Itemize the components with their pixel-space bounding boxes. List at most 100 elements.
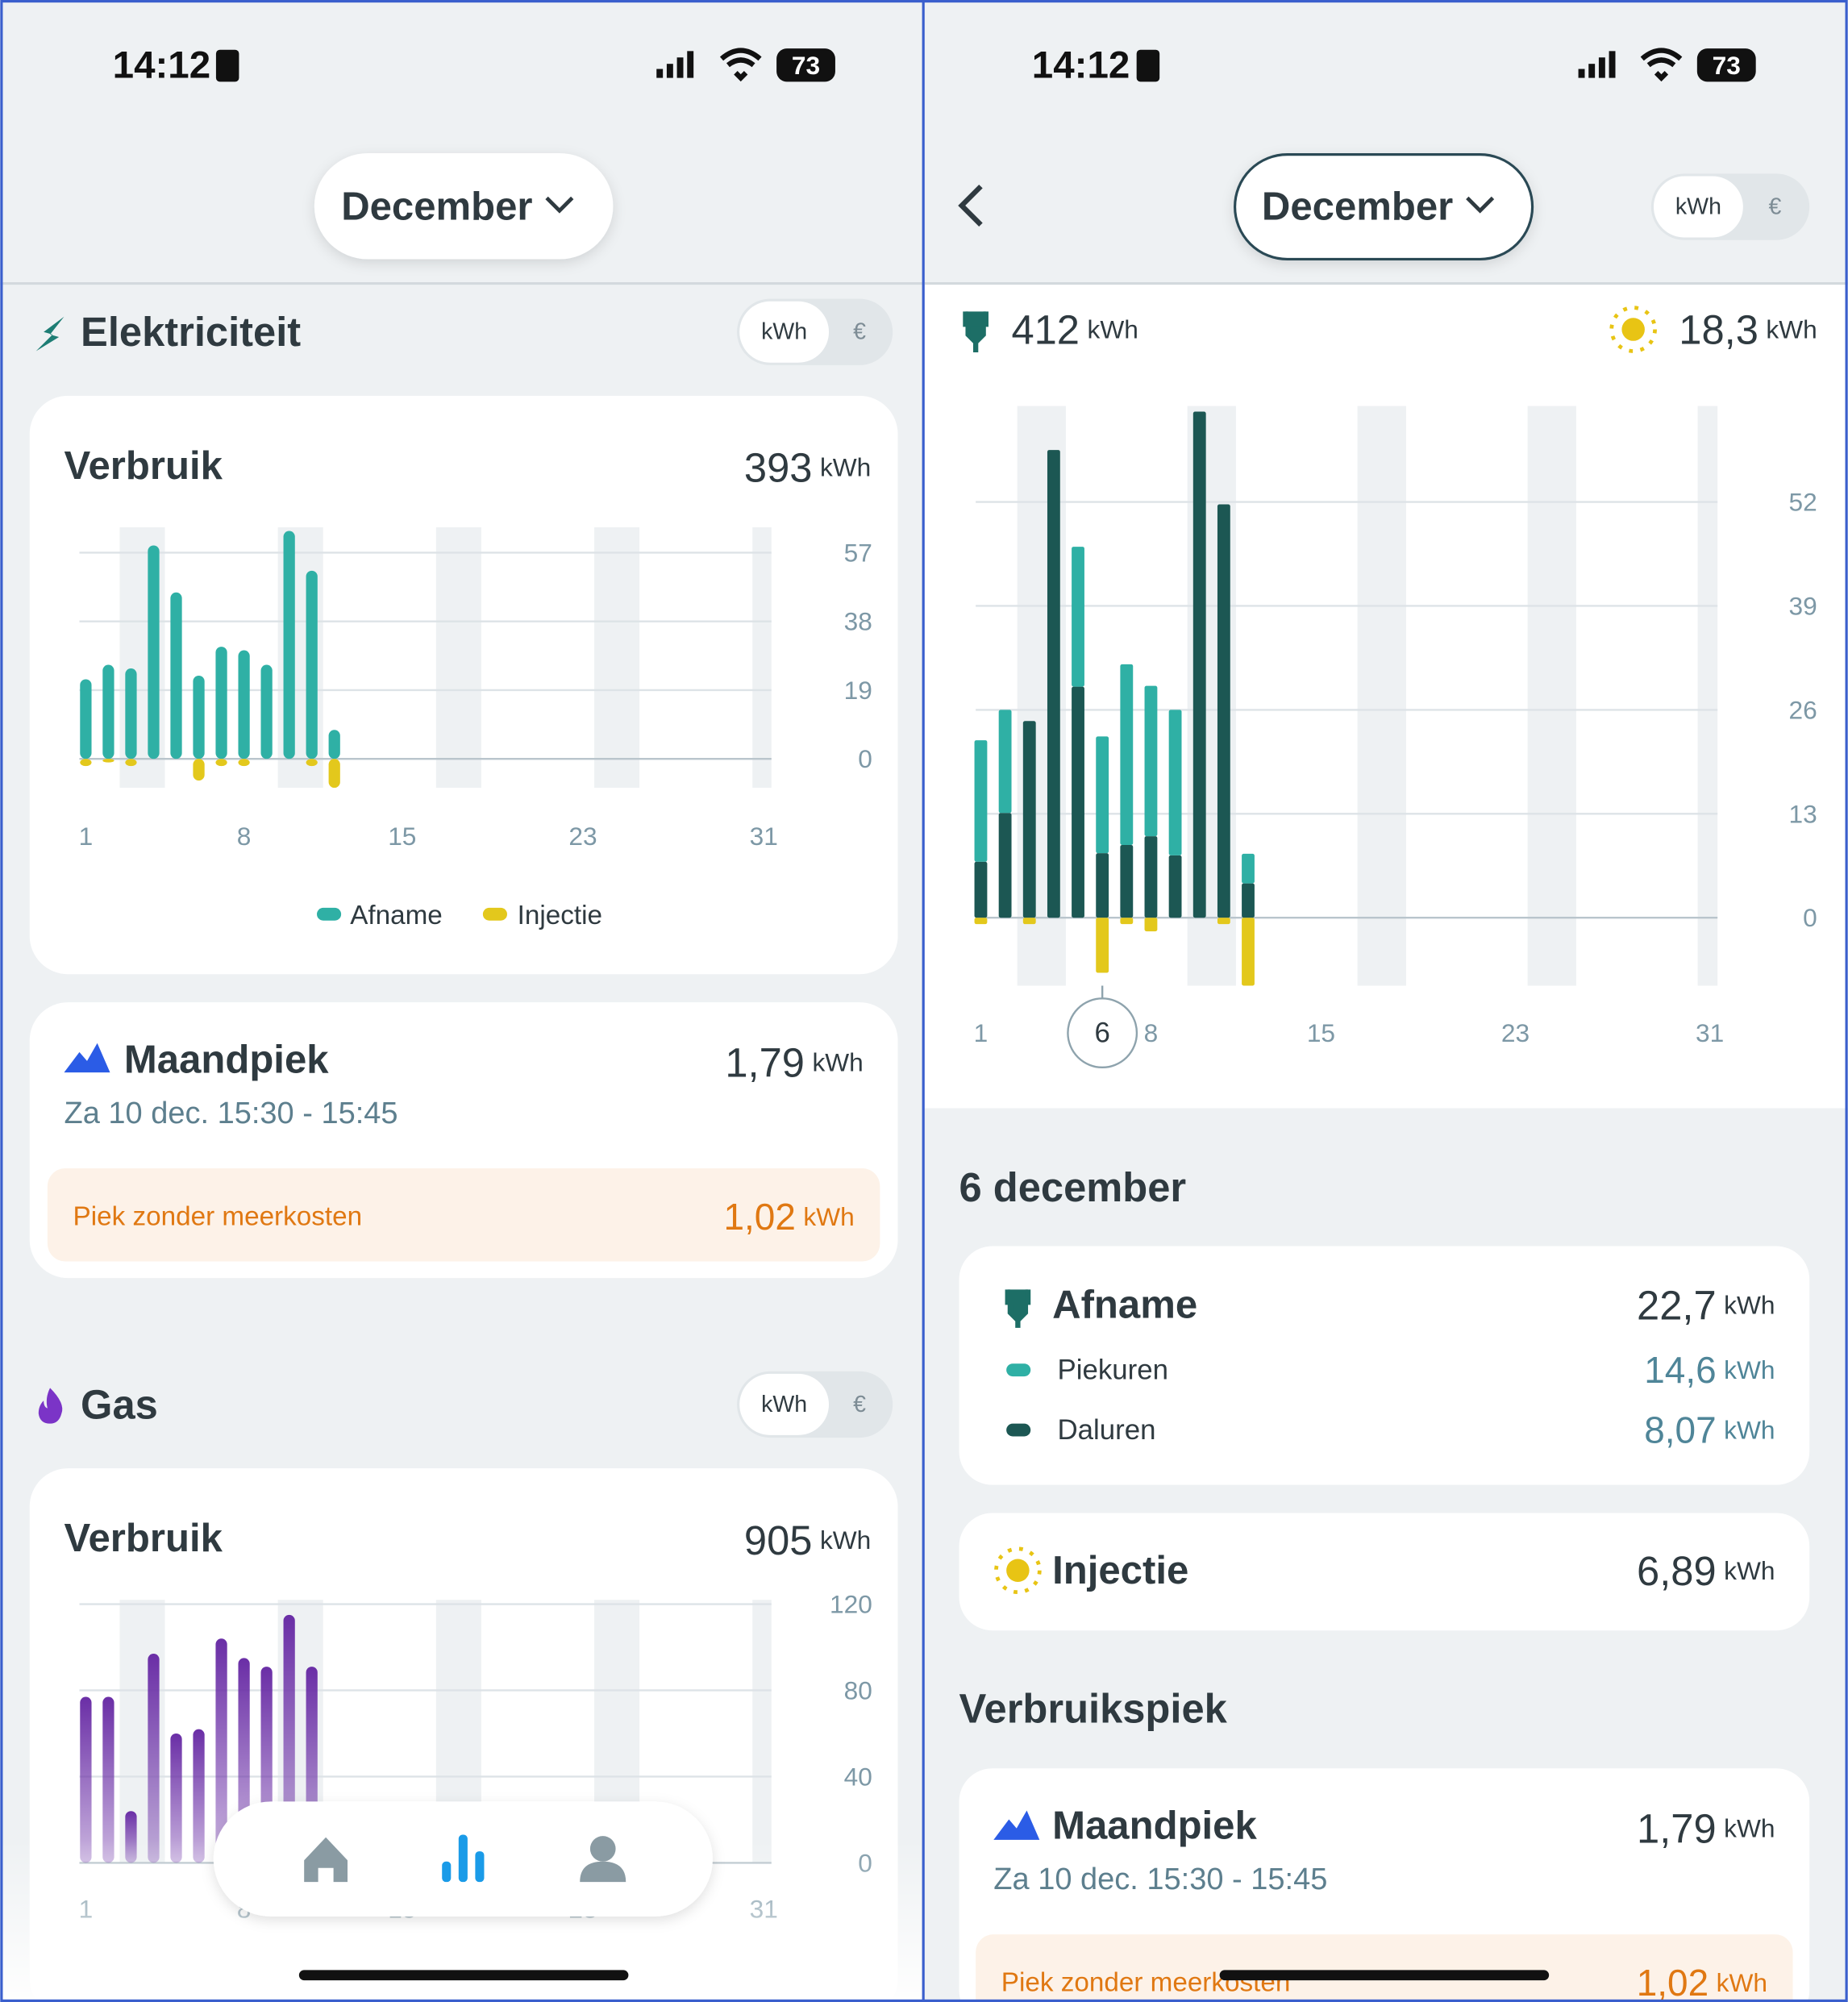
bar (215, 647, 227, 760)
electricity-chart: 57 38 19 0 1 8 15 23 31 (79, 527, 872, 851)
legend-swatch (317, 907, 342, 921)
home-indicator (298, 1970, 629, 1981)
bar (1144, 836, 1158, 918)
peak-total: 1,79 kWh (725, 1039, 863, 1085)
section-title: Gas (81, 1381, 158, 1427)
note-total: 1,02 kWh (1637, 1962, 1767, 2002)
row-total: 14,6 kWh (1644, 1349, 1775, 1391)
month-picker[interactable] (1234, 153, 1534, 261)
toggle-selected (739, 1373, 830, 1435)
injection-total: 6,89 kWh (1637, 1547, 1775, 1593)
back-button[interactable] (958, 184, 983, 227)
bar (328, 730, 340, 760)
y-tick-label: 39 (1788, 591, 1817, 620)
toggle-euro[interactable]: € (1769, 194, 1782, 220)
bar (148, 545, 160, 760)
bar (1242, 883, 1255, 918)
nav-profile[interactable] (580, 1836, 626, 1883)
bar (170, 592, 182, 760)
injection-title: Injectie (1052, 1549, 1188, 1592)
y-tick-label: 52 (1788, 488, 1817, 517)
bar (80, 759, 92, 767)
signal-icon (656, 51, 694, 78)
toggle-selected (739, 301, 830, 363)
bar (306, 570, 318, 760)
sun-icon (994, 1546, 1042, 1595)
bar (1096, 918, 1109, 973)
selection-marker (1067, 997, 1138, 1069)
bar (1192, 411, 1206, 918)
bar (102, 664, 114, 760)
wifi-icon (719, 48, 762, 82)
bar (1022, 918, 1036, 925)
weekend-band (752, 1600, 772, 1863)
weekend-band (1697, 406, 1718, 986)
x-tick-label: 15 (1307, 1018, 1335, 1047)
bar (238, 650, 250, 760)
note-value: 1,02 (1637, 1962, 1709, 2002)
bar (1217, 504, 1230, 918)
bar (148, 1654, 160, 1863)
bar (1072, 686, 1084, 918)
x-tick-label: 1 (974, 1018, 989, 1047)
note-box (976, 1934, 1793, 2002)
summary-injection: 18,3 kWh (1679, 306, 1817, 352)
note-unit: kWh (803, 1202, 854, 1231)
y-tick-label: 19 (844, 676, 872, 705)
nav-home[interactable] (304, 1837, 348, 1883)
unit: kWh (1724, 1355, 1775, 1384)
weekend-band (1527, 406, 1576, 986)
bar (974, 861, 988, 918)
toggle-euro[interactable]: € (853, 1392, 866, 1417)
sun-icon (1609, 306, 1657, 353)
weekend-band (752, 527, 772, 789)
row-label: Daluren (1057, 1414, 1155, 1446)
peak-title: Maandpiek (1052, 1804, 1257, 1847)
x-tick-label: 23 (568, 822, 597, 851)
month-label: December (341, 185, 532, 229)
y-tick-label: 80 (844, 1675, 872, 1704)
selection-label: 6 (1094, 1018, 1109, 1049)
toggle-kwh[interactable]: kWh (761, 319, 807, 345)
bar (998, 813, 1012, 918)
section-title: Verbruikspiek (959, 1685, 1228, 1731)
x-tick-label: 31 (1696, 1018, 1724, 1047)
bolt-icon (35, 316, 65, 352)
bar (1217, 918, 1230, 925)
home-indicator (1219, 1970, 1550, 1981)
bar (1242, 853, 1255, 884)
bar (306, 759, 318, 767)
battery-icon (776, 48, 835, 82)
day-chart: 52 39 26 13 0 1 8 15 23 31 6 (974, 406, 1817, 1069)
row-swatch (1006, 1423, 1031, 1437)
value: 22,7 (1637, 1282, 1717, 1328)
toggle-kwh[interactable]: kWh (761, 1392, 807, 1417)
toggle-kwh[interactable]: kWh (1675, 194, 1721, 220)
bar (193, 675, 205, 760)
toggle-euro[interactable]: € (853, 319, 866, 345)
nav-stats[interactable] (442, 1834, 485, 1883)
value: 14,6 (1644, 1349, 1716, 1391)
bar (215, 759, 227, 767)
consumption-total: 22,7 kWh (1637, 1282, 1775, 1328)
note-value: 1,02 (724, 1196, 796, 1238)
row-swatch (1006, 1363, 1031, 1377)
value: 6,89 (1637, 1547, 1717, 1593)
consumption-value: 412 (1011, 306, 1080, 352)
total-value: 905 (744, 1517, 813, 1563)
row-label: Piekuren (1057, 1355, 1167, 1386)
weekend-band (435, 527, 481, 789)
note-label: Piek zonder meerkosten (73, 1202, 363, 1232)
y-tick-label: 26 (1788, 695, 1817, 724)
peak-period: Za 10 dec. 15:30 - 15:45 (993, 1863, 1327, 1896)
row-total: 8,07 kWh (1644, 1409, 1775, 1451)
toggle-selected (1653, 176, 1743, 238)
signal-icon (1578, 51, 1616, 78)
mountain-icon (993, 1810, 1040, 1840)
unit: kWh (1724, 1416, 1775, 1445)
month-picker[interactable] (314, 153, 614, 260)
note-unit: kWh (1717, 1968, 1767, 1997)
card-title: Verbruik (64, 444, 223, 488)
consumption-unit: kWh (1088, 315, 1138, 344)
